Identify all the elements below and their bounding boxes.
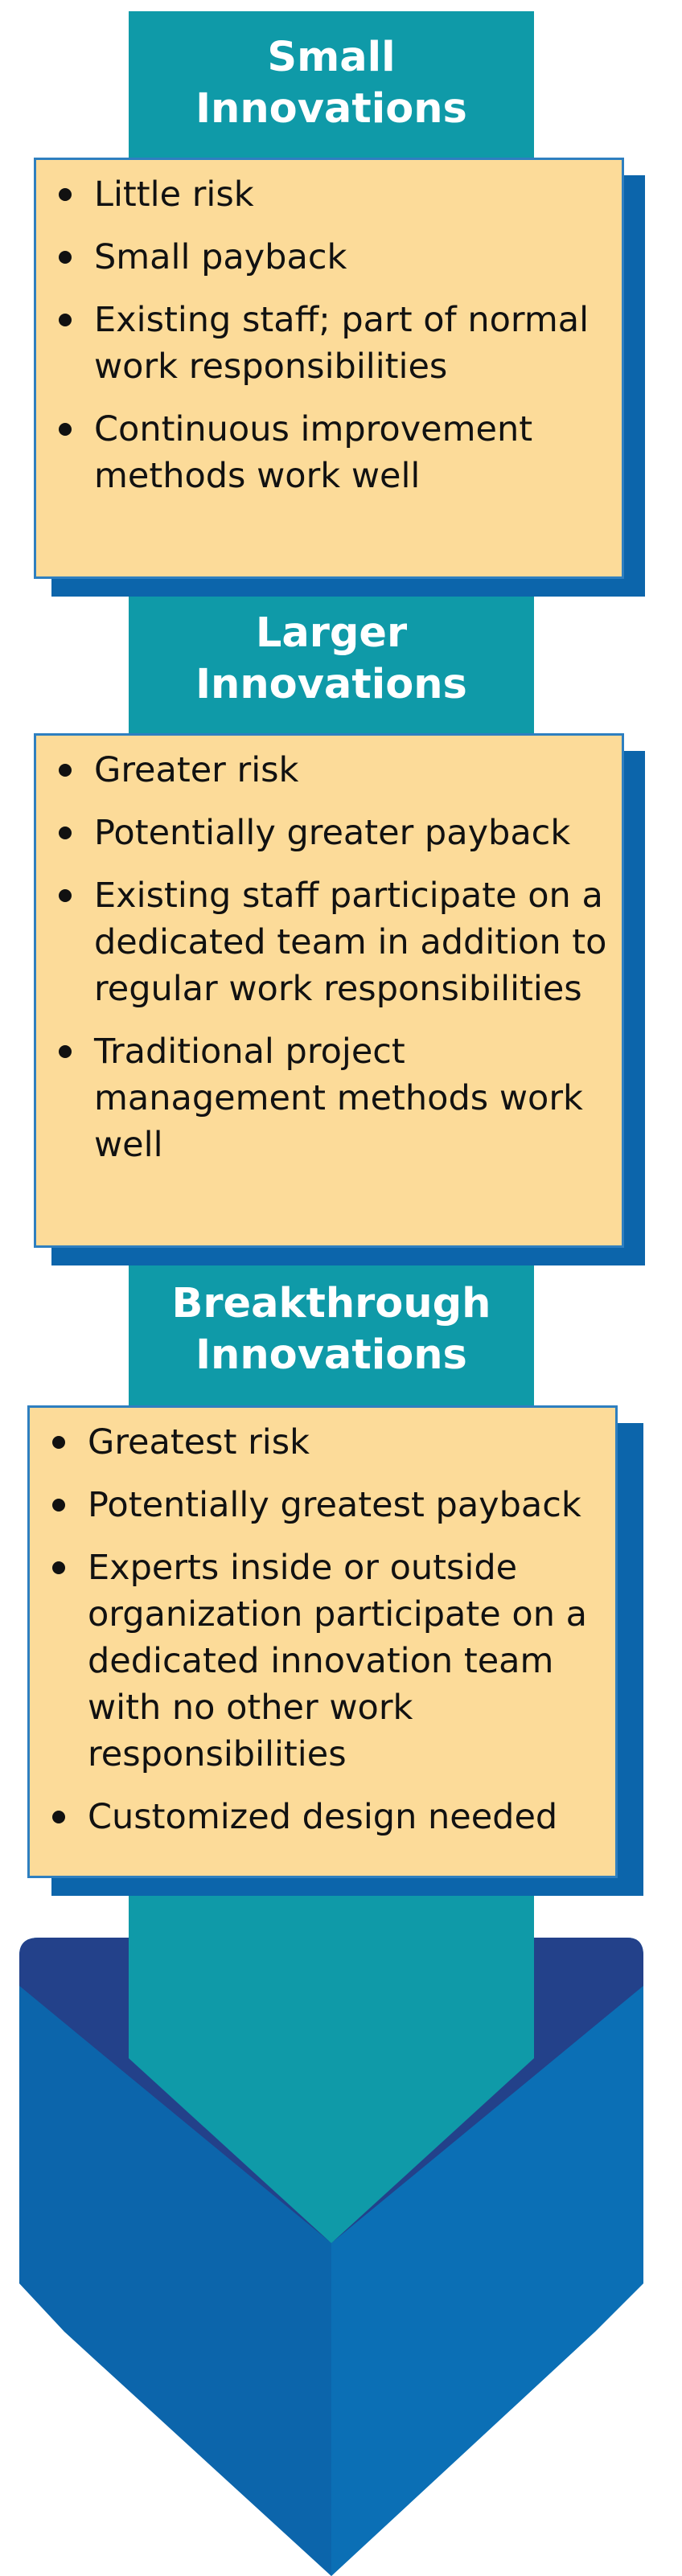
card-breakthrough-innovations: Greatest risk Potentially greatest payba… xyxy=(27,1405,618,1878)
stage-title-small: Small Innovations xyxy=(129,32,534,135)
bullet-icon xyxy=(59,764,72,777)
bullet-list: Greatest risk Potentially greatest payba… xyxy=(46,1419,602,1840)
bullet-text: Experts inside or outside organization p… xyxy=(88,1548,587,1774)
bullet-icon xyxy=(59,889,72,902)
list-item: Little risk xyxy=(52,171,609,218)
stage-title-line: Innovations xyxy=(195,85,467,133)
stage-title-line: Larger xyxy=(255,609,408,657)
bullet-icon xyxy=(52,1811,65,1823)
bullet-icon xyxy=(52,1561,65,1574)
bullet-icon xyxy=(59,188,72,201)
list-item: Customized design needed xyxy=(46,1794,602,1840)
chevron-right-facet xyxy=(331,1986,643,2576)
bullet-icon xyxy=(59,423,72,436)
list-item: Greatest risk xyxy=(46,1419,602,1466)
bullet-text: Potentially greater payback xyxy=(94,813,571,853)
bullet-icon xyxy=(59,1045,72,1058)
bullet-icon xyxy=(52,1436,65,1449)
stage-title-larger: Larger Innovations xyxy=(129,608,534,711)
card-small-innovations: Little risk Small payback Existing staff… xyxy=(34,158,624,579)
bullet-icon xyxy=(59,827,72,839)
bullet-text: Customized design needed xyxy=(88,1797,558,1837)
bullet-text: Existing staff; part of normal work resp… xyxy=(94,300,590,387)
bullet-text: Greater risk xyxy=(94,750,299,790)
bullet-list: Little risk Small payback Existing staff… xyxy=(52,171,609,499)
stage-title-line: Breakthrough xyxy=(171,1280,491,1327)
bullet-icon xyxy=(59,251,72,264)
bullet-icon xyxy=(59,314,72,326)
list-item: Potentially greatest payback xyxy=(46,1482,602,1528)
list-item: Existing staff participate on a dedicate… xyxy=(52,872,609,1012)
bullet-text: Potentially greatest payback xyxy=(88,1485,581,1525)
chevron-left-facet xyxy=(19,1986,331,2576)
bullet-icon xyxy=(52,1499,65,1512)
list-item: Experts inside or outside organization p… xyxy=(46,1544,602,1778)
stage-title-line: Innovations xyxy=(195,1331,467,1379)
stage-title-line: Small xyxy=(267,34,396,81)
stage-title-line: Innovations xyxy=(195,661,467,708)
card-larger-innovations: Greater risk Potentially greater payback… xyxy=(34,733,624,1248)
list-item: Continuous improvement methods work well xyxy=(52,406,609,499)
stage-title-breakthrough: Breakthrough Innovations xyxy=(129,1278,534,1381)
list-item: Existing staff; part of normal work resp… xyxy=(52,297,609,390)
list-item: Potentially greater payback xyxy=(52,810,609,856)
list-item: Greater risk xyxy=(52,747,609,794)
list-item: Traditional project management methods w… xyxy=(52,1028,609,1168)
bullet-text: Continuous improvement methods work well xyxy=(94,409,533,496)
bullet-text: Small payback xyxy=(94,237,347,277)
bullet-text: Little risk xyxy=(94,174,254,215)
bullet-text: Greatest risk xyxy=(88,1422,310,1462)
bullet-text: Existing staff participate on a dedicate… xyxy=(94,876,607,1009)
bullet-list: Greater risk Potentially greater payback… xyxy=(52,747,609,1168)
list-item: Small payback xyxy=(52,234,609,281)
bullet-text: Traditional project management methods w… xyxy=(94,1032,583,1165)
